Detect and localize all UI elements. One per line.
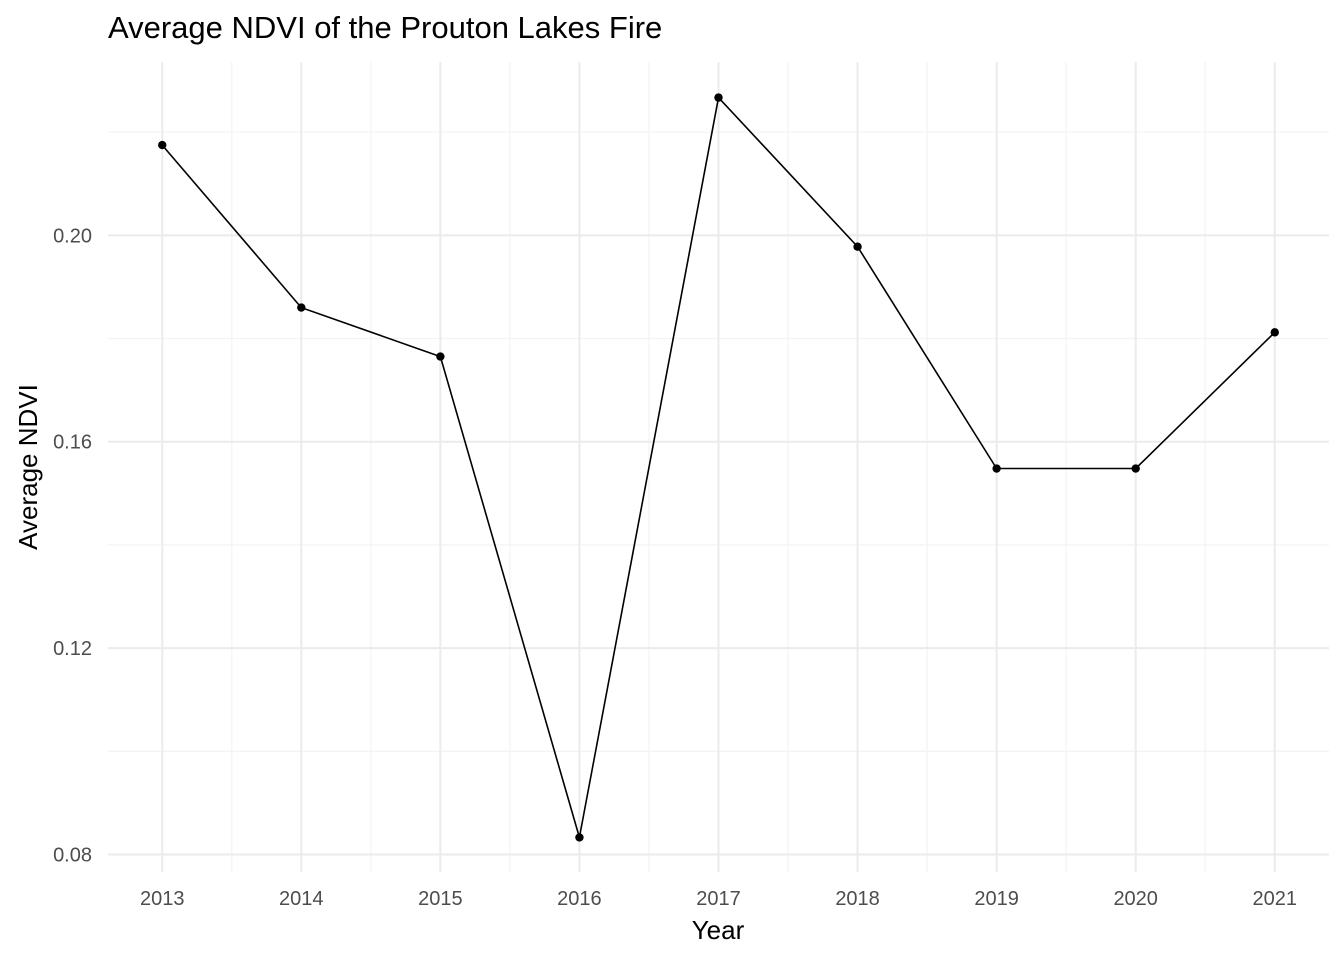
- data-point: [992, 464, 1001, 473]
- x-tick-label: 2016: [557, 888, 602, 910]
- x-tick-label: 2019: [974, 888, 1019, 910]
- y-axis-title: Average NDVI: [13, 384, 43, 550]
- x-tick-label: 2018: [835, 888, 880, 910]
- y-axis-tick-labels: 0.08 0.12 0.16 0.20: [53, 225, 92, 866]
- data-point: [1131, 464, 1140, 473]
- data-point: [575, 833, 584, 842]
- y-tick-label: 0.16: [53, 432, 92, 454]
- x-tick-label: 2020: [1113, 888, 1158, 910]
- data-point: [297, 303, 306, 312]
- data-point: [714, 93, 723, 102]
- data-point: [853, 242, 862, 251]
- data-point: [1270, 328, 1279, 337]
- x-axis-title: Year: [692, 915, 745, 945]
- data-point: [158, 140, 167, 150]
- data-point: [436, 352, 445, 361]
- x-tick-label: 2021: [1253, 888, 1298, 910]
- y-tick-label: 0.20: [53, 225, 92, 247]
- series-layer: [158, 93, 1279, 842]
- major-gridlines: [108, 62, 1329, 872]
- y-tick-label: 0.12: [53, 638, 92, 660]
- x-tick-label: 2017: [696, 888, 741, 910]
- x-tick-label: 2013: [140, 888, 185, 910]
- x-tick-label: 2015: [418, 888, 463, 910]
- x-axis-tick-labels: 2013 2014 2015 2016 2017 2018 2019 2020 2021: [140, 888, 1297, 910]
- chart-title: Average NDVI of the Prouton Lakes Fire: [108, 10, 663, 45]
- y-tick-label: 0.08: [53, 844, 92, 866]
- x-tick-label: 2014: [279, 888, 324, 910]
